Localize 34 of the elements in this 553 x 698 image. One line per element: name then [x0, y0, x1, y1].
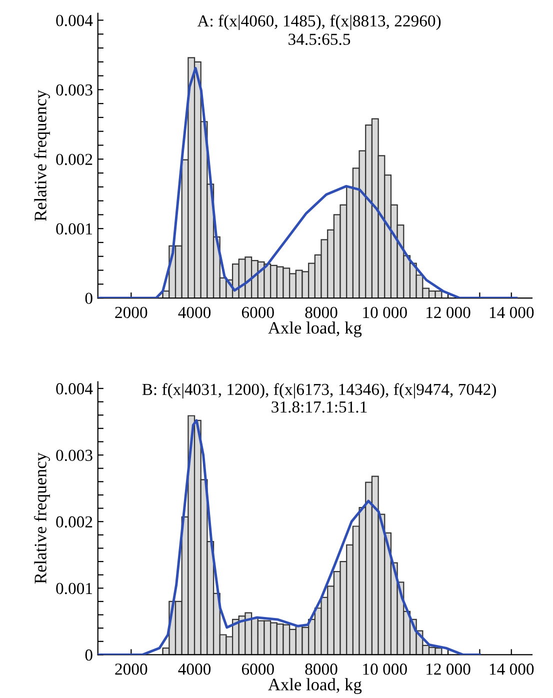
- x-axis-title: Axle load, kg: [268, 321, 362, 338]
- x-tick-label: 6000: [242, 664, 274, 675]
- x-tick-label: 2000: [115, 306, 148, 318]
- x-tick-label: 10 000: [363, 664, 407, 675]
- y-tick-label: 0.004: [56, 14, 93, 26]
- x-tick-label: 14 000: [490, 664, 534, 675]
- line-series: [98, 419, 481, 655]
- chart-title: A: f(x|4060, 1485), f(x|8813, 22960): [197, 14, 441, 30]
- text: 31.8:17.1:51.1: [272, 401, 367, 413]
- x-tick-label: 2000: [115, 664, 148, 675]
- x-tick-label: 12 000: [426, 664, 470, 675]
- x-tick-label: 14 000: [490, 306, 534, 318]
- x-axis-title: Axle load, kg: [268, 678, 362, 694]
- x-tick-label: 12 000: [426, 306, 470, 318]
- text: 34.5:65.5: [288, 34, 350, 45]
- y-tick-label: 0.001: [56, 223, 92, 235]
- y-tick-label: 0.002: [56, 154, 92, 166]
- y-tick-label: 0.003: [56, 450, 92, 462]
- y-tick-label: 0.002: [56, 516, 92, 528]
- x-tick-label: 4000: [178, 306, 211, 318]
- x-tick-label: 10 000: [363, 306, 407, 318]
- y-tick-label: 0: [85, 649, 92, 661]
- y-tick-label: 0.004: [56, 383, 93, 394]
- x-tick-label: 8000: [305, 664, 338, 675]
- y-axis-title: Relative frequency: [34, 90, 50, 221]
- x-tick-label: 8000: [305, 306, 338, 318]
- y-tick-label: 0.003: [56, 84, 92, 96]
- y-axis-title: Relative frequency: [34, 452, 50, 584]
- x-tick-label: 6000: [242, 306, 274, 318]
- x-tick-label: 4000: [178, 664, 211, 675]
- y-tick-label: 0: [85, 292, 92, 304]
- y-tick-label: 0.001: [56, 582, 92, 594]
- line-series: [98, 66, 518, 298]
- chart-title: B: f(x|4031, 1200), f(x|6173, 14346), f(x|9474, 7042): [142, 383, 496, 398]
